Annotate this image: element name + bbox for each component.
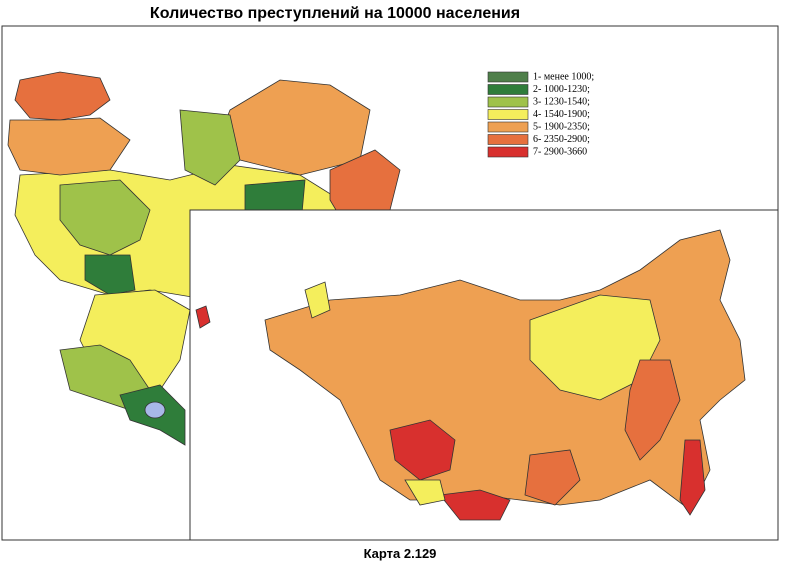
legend-label: 2- 1000-1230; <box>533 84 590 95</box>
region <box>144 401 166 419</box>
legend-swatch <box>487 71 529 83</box>
region <box>624 359 681 461</box>
region <box>195 305 211 329</box>
legend-label: 3- 1230-1540; <box>533 96 590 107</box>
legend-label: 7- 2900-3660 <box>533 146 587 157</box>
legend-swatch <box>487 96 529 108</box>
map-caption: Карта 2.129 <box>364 546 437 561</box>
region <box>7 117 131 176</box>
legend-label: 1- менее 1000; <box>533 71 594 82</box>
region <box>14 71 111 121</box>
legend-swatch <box>487 134 529 145</box>
legend-label: 5- 1900-2350; <box>533 121 590 132</box>
legend-swatch <box>487 146 529 158</box>
region <box>439 489 511 521</box>
region <box>404 479 446 506</box>
region <box>59 179 151 256</box>
legend-swatch <box>487 84 529 95</box>
legend-swatch <box>487 109 529 120</box>
legend-swatch <box>487 121 529 133</box>
region <box>524 449 581 506</box>
map-title: Количество преступлений на 10000 населен… <box>150 5 520 22</box>
region <box>219 79 371 176</box>
region <box>179 109 241 186</box>
asian-part <box>195 229 746 521</box>
region <box>389 419 456 481</box>
region <box>304 281 331 319</box>
legend-label: 4- 1540-1900; <box>533 109 590 120</box>
legend: 1- менее 1000; 2- 1000-1230;3- 1230-1540;… <box>487 71 594 158</box>
region <box>679 439 706 516</box>
legend-label: 6- 2350-2900; <box>533 134 590 145</box>
